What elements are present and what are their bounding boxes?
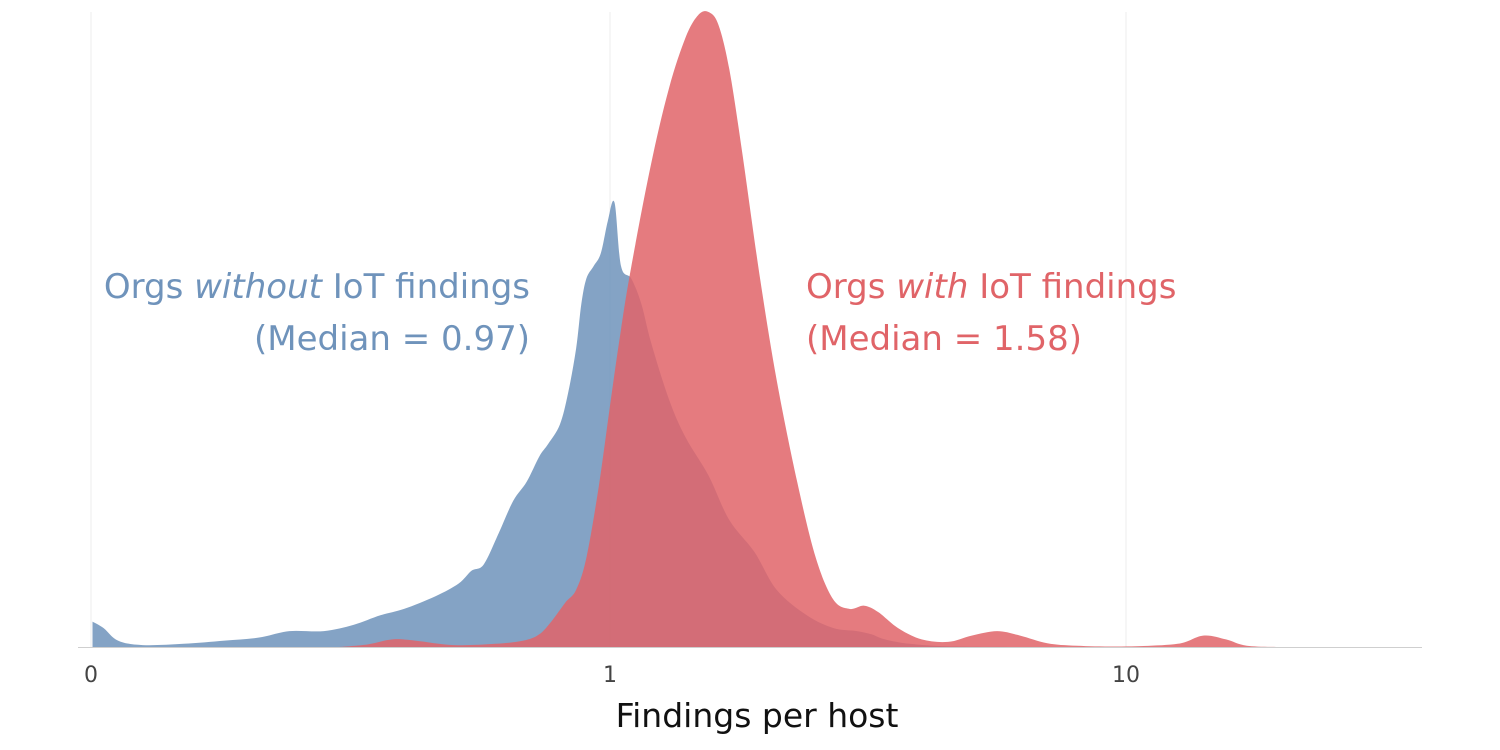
- x-axis-title: Findings per host: [616, 696, 899, 735]
- series-label-orgs-without-iot-findings: Orgs without IoT findings: [104, 267, 530, 307]
- x-tick-label-10: 10: [1112, 663, 1140, 688]
- x-tick-label-1: 1: [603, 663, 617, 688]
- series-annotations: Orgs without IoT findings (Median = 0.97)…: [104, 267, 1177, 359]
- median-label-orgs-with-iot-findings: (Median = 1.58): [806, 319, 1082, 359]
- series-label-orgs-with-iot-findings: Orgs with IoT findings: [806, 267, 1176, 307]
- x-tick-label-0: 0: [84, 663, 98, 688]
- density-area-orgs-without-iot-findings: [92, 200, 1013, 648]
- median-label-orgs-without-iot-findings: (Median = 0.97): [254, 319, 530, 359]
- x-tick-labels: 0 1 10: [84, 663, 1140, 688]
- density-areas: [92, 11, 1284, 648]
